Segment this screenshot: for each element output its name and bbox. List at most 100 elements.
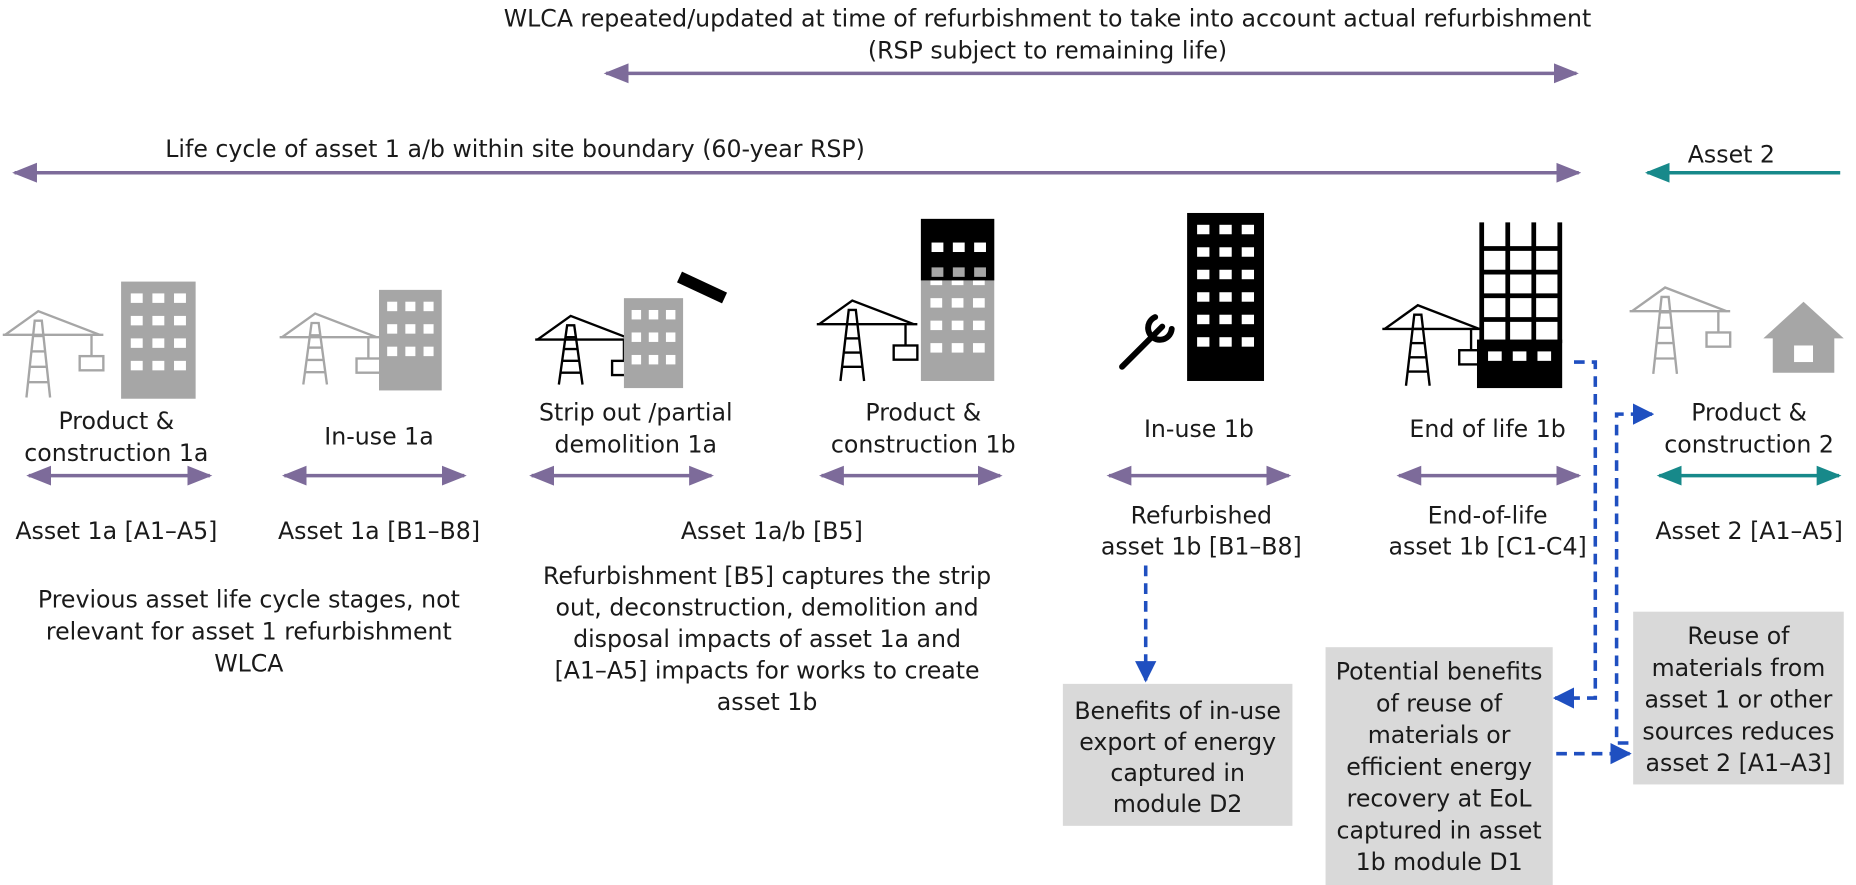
- asset-label: asset 1b [B1–B8]: [1101, 532, 1302, 560]
- window: [1537, 351, 1552, 361]
- crane-mast: [1404, 313, 1431, 386]
- span-label: Life cycle of asset 1 a/b within site bo…: [165, 135, 865, 163]
- stage-label: construction 2: [1664, 431, 1834, 459]
- note: out, deconstruction, demolition and: [556, 593, 979, 621]
- window: [648, 354, 659, 365]
- window: [1241, 224, 1255, 235]
- window: [1219, 224, 1232, 235]
- window: [951, 298, 964, 308]
- box-text: Benefits of in-use: [1074, 697, 1281, 725]
- window: [931, 242, 944, 253]
- window: [648, 309, 659, 320]
- box-text: recovery at EoL: [1347, 785, 1533, 813]
- window: [387, 301, 398, 312]
- box: [1062, 683, 1293, 826]
- stage-label: End of life 1b: [1409, 415, 1565, 443]
- window: [152, 315, 165, 326]
- window: [1241, 337, 1255, 347]
- window: [1197, 247, 1210, 257]
- box-text: sources reduces: [1642, 717, 1834, 745]
- crane: [2, 309, 105, 398]
- stage-label: construction 1a: [24, 439, 208, 467]
- crane: [535, 314, 637, 385]
- span-label: WLCA repeated/updated at time of refurbi…: [504, 5, 1592, 33]
- window: [974, 267, 986, 277]
- asset-label: Asset 1a [A1–A5]: [15, 517, 217, 545]
- window: [152, 338, 165, 348]
- crane-mast: [839, 308, 866, 382]
- crane-tie: [4, 309, 101, 336]
- stage-label: Product &: [58, 407, 174, 435]
- crane: [279, 312, 382, 385]
- window: [130, 338, 143, 348]
- crane-tie: [1631, 286, 1728, 313]
- window: [423, 346, 434, 357]
- box-text: efficient energy: [1346, 753, 1532, 781]
- window: [974, 242, 986, 253]
- window: [951, 275, 964, 286]
- window: [405, 301, 416, 312]
- icons: [2, 212, 1844, 399]
- box-text: Reuse of: [1687, 622, 1790, 650]
- window: [665, 332, 676, 342]
- window: [1197, 224, 1210, 235]
- box-text: captured in asset: [1337, 816, 1542, 844]
- crane-tie: [281, 312, 378, 339]
- window: [1241, 247, 1255, 257]
- asset-label: Asset 1a/b [B5]: [681, 517, 863, 545]
- box-text: module D2: [1113, 790, 1242, 818]
- boxes: [1062, 611, 1844, 885]
- stage-label: In-use 1b: [1144, 415, 1254, 443]
- window: [972, 298, 985, 308]
- stage-label: Product &: [865, 399, 981, 427]
- crane-load: [892, 344, 919, 361]
- crane-load: [1705, 331, 1732, 348]
- window: [387, 346, 398, 357]
- window: [1197, 292, 1210, 302]
- window: [930, 320, 943, 331]
- window: [951, 343, 964, 353]
- box: [1633, 611, 1844, 785]
- window: [1219, 337, 1232, 347]
- window: [152, 360, 165, 371]
- crane-tie: [818, 299, 915, 326]
- window: [1219, 269, 1232, 280]
- window: [930, 343, 943, 353]
- crane-mast: [1652, 295, 1679, 375]
- span-label: (RSP subject to remaining life): [868, 37, 1227, 65]
- box: [1325, 647, 1553, 885]
- box-text: export of energy: [1079, 728, 1276, 756]
- window: [665, 309, 676, 320]
- window: [930, 298, 943, 308]
- window: [1197, 337, 1210, 347]
- window: [130, 315, 143, 326]
- window: [648, 332, 659, 342]
- box-text: asset 2 [A1–A3]: [1646, 749, 1832, 777]
- window: [152, 293, 165, 303]
- box-text: materials from: [1652, 654, 1826, 682]
- texts: WLCA repeated/updated at time of refurbi…: [15, 5, 1843, 876]
- note: [A1–A5] impacts for works to create: [555, 657, 980, 685]
- box-text: Potential benefits: [1336, 658, 1543, 686]
- window: [130, 360, 143, 371]
- window: [972, 343, 985, 353]
- window: [972, 275, 985, 286]
- window: [1794, 345, 1813, 363]
- window: [631, 332, 642, 342]
- window: [1488, 351, 1502, 361]
- asset-label: Asset 2 [A1–A5]: [1655, 517, 1843, 545]
- window: [951, 320, 964, 331]
- box-text: asset 1 or other: [1645, 686, 1833, 714]
- crane: [1629, 286, 1732, 375]
- asset-label: End-of-life: [1428, 502, 1548, 530]
- note: asset 1b: [717, 688, 818, 716]
- crane-tie: [1384, 303, 1480, 331]
- crane-load: [355, 357, 382, 374]
- span-arrows: [12, 63, 1842, 486]
- window: [174, 360, 186, 371]
- window: [1197, 269, 1210, 280]
- window: [952, 267, 965, 277]
- window: [631, 354, 642, 365]
- stage-label: Product &: [1691, 399, 1807, 427]
